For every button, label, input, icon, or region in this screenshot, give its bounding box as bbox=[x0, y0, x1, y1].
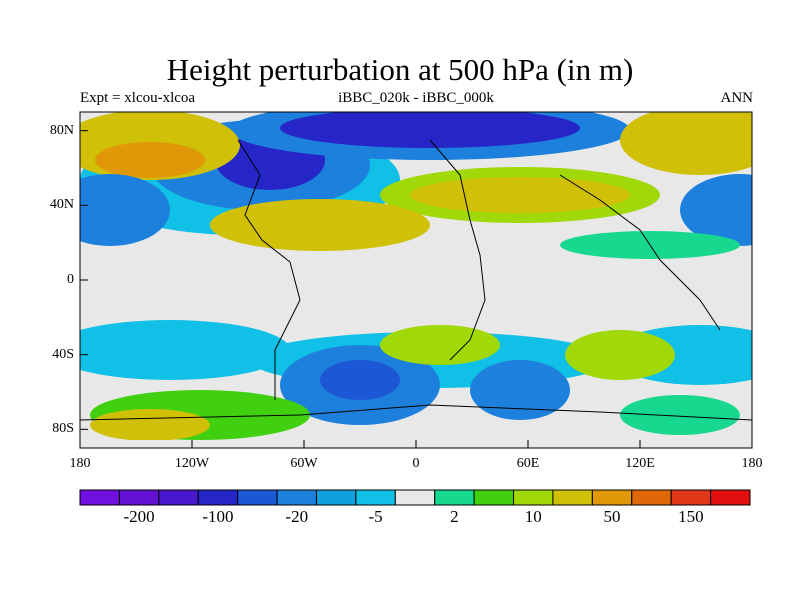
arctic-negative-core bbox=[280, 112, 580, 148]
colorbar-swatch bbox=[79, 489, 120, 506]
colorbar-swatch bbox=[158, 489, 199, 506]
atlantic-positive bbox=[210, 199, 430, 251]
lon-label: 180 bbox=[69, 456, 91, 471]
colorbar-swatch bbox=[394, 489, 436, 506]
asia-positive bbox=[620, 112, 752, 175]
coastlines bbox=[80, 139, 752, 421]
antarctic-coast bbox=[80, 404, 752, 421]
africa-coast bbox=[429, 139, 486, 361]
colorbar-swatch bbox=[710, 489, 751, 506]
latitude-ticks bbox=[80, 130, 88, 430]
colorbar-swatch bbox=[631, 489, 672, 506]
indian-positive bbox=[565, 330, 675, 380]
colorbar-label: 150 bbox=[678, 507, 704, 526]
eurasia-positive-core bbox=[410, 177, 630, 213]
lon-label: 120W bbox=[174, 456, 210, 471]
colorbar-label: 10 bbox=[524, 507, 542, 526]
colorbar-swatch bbox=[315, 489, 357, 506]
case-label: iBBC_020k - iBBC_000k bbox=[338, 90, 494, 106]
lon-label: 120E bbox=[625, 456, 655, 471]
sp-negative-region bbox=[80, 320, 290, 380]
experiment-label: Expt = xlcou-xlcoa bbox=[80, 90, 196, 106]
lon-label: 180 bbox=[741, 456, 763, 471]
colorbar-swatch bbox=[591, 489, 633, 506]
south-atlantic-negative-core bbox=[320, 360, 400, 400]
lat-label: 40S bbox=[52, 346, 74, 362]
south-atlantic-positive bbox=[380, 325, 500, 365]
longitude-ticks bbox=[79, 440, 753, 448]
lat-label: 80N bbox=[49, 122, 74, 138]
antarctic-positive bbox=[620, 395, 740, 435]
lon-label: 60E bbox=[516, 456, 540, 471]
lon-label: 60W bbox=[290, 456, 318, 471]
asia-coast bbox=[559, 174, 721, 331]
npac-positive-core bbox=[95, 142, 205, 178]
colorbar bbox=[79, 489, 751, 506]
colorbar-label: -20 bbox=[285, 507, 309, 526]
season-label: ANN bbox=[720, 90, 754, 106]
height-field bbox=[80, 112, 752, 448]
colorbar-swatch bbox=[552, 489, 593, 506]
lat-label: 0 bbox=[67, 272, 74, 287]
colorbar-swatch bbox=[276, 489, 317, 506]
colorbar-swatch bbox=[118, 489, 160, 506]
colorbar-swatch bbox=[670, 489, 712, 506]
colorbar-swatch bbox=[513, 489, 554, 506]
colorbar-swatch bbox=[237, 489, 278, 506]
lat-label: 80S bbox=[52, 421, 74, 437]
colorbar-swatch bbox=[355, 489, 396, 506]
lat-label: 40N bbox=[49, 197, 74, 213]
americas-coast bbox=[237, 139, 301, 400]
colorbar-label: 2 bbox=[450, 507, 459, 526]
colorbar-label: 50 bbox=[603, 507, 621, 526]
colorbar-swatch bbox=[434, 489, 475, 506]
colorbar-label: -100 bbox=[202, 507, 234, 526]
pacific-east-negative bbox=[680, 174, 752, 246]
colorbar-label: -200 bbox=[123, 507, 155, 526]
lon-label: 0 bbox=[412, 456, 420, 471]
colorbar-swatch bbox=[197, 489, 239, 506]
plot-title: Height perturbation at 500 hPa (in m) bbox=[166, 52, 634, 87]
south-indian-negative bbox=[470, 360, 570, 420]
colorbar-label: -5 bbox=[368, 507, 383, 526]
colorbar-swatch bbox=[473, 489, 515, 506]
southern-ocean-positive-core bbox=[90, 409, 210, 441]
pacific-west-negative bbox=[80, 174, 170, 246]
